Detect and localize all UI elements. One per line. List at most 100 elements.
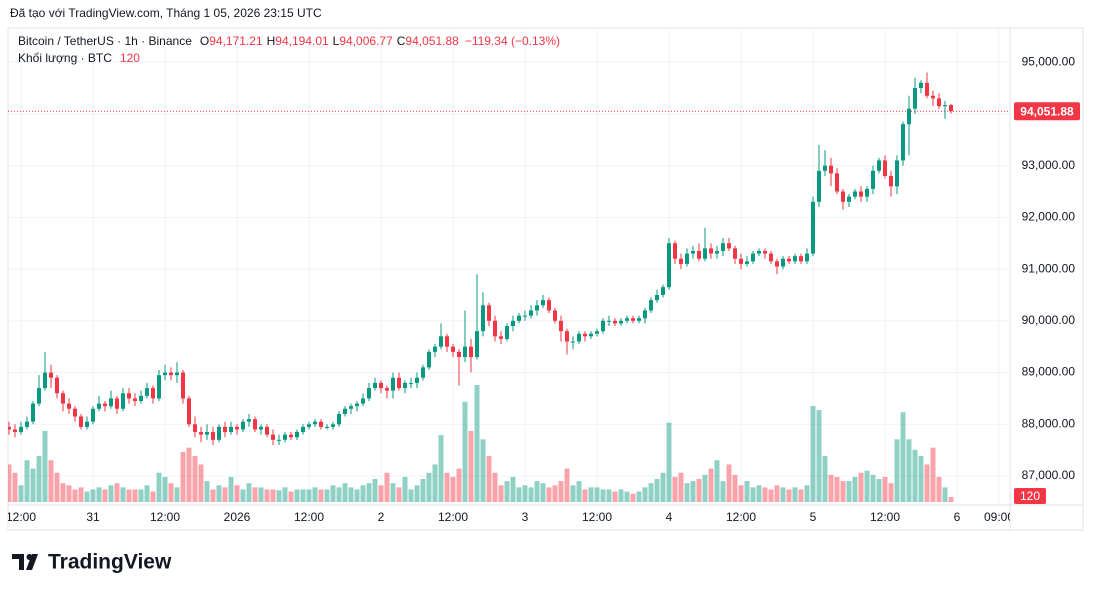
logo-icon-dot — [26, 554, 33, 560]
candle-body — [307, 424, 311, 427]
candle-body — [691, 250, 695, 254]
candle-body — [181, 372, 185, 399]
candle-body — [931, 95, 935, 99]
candle-body — [511, 320, 515, 326]
candle-body — [385, 388, 389, 391]
volume-bar — [90, 489, 96, 502]
volume-bar — [648, 483, 654, 502]
volume-bar — [150, 491, 156, 502]
volume-bar — [234, 485, 240, 502]
candle-body — [679, 258, 683, 264]
candle-body — [817, 170, 821, 202]
volume-bar — [264, 489, 270, 502]
volume-bar — [570, 485, 576, 502]
candle-body — [271, 434, 275, 440]
candle-body — [331, 424, 335, 427]
volume-bar — [558, 481, 564, 502]
volume-bar — [612, 491, 618, 502]
last-volume-box — [1014, 488, 1046, 504]
candle-body — [649, 300, 653, 311]
candle-body — [781, 258, 785, 267]
volume-bar — [900, 412, 906, 502]
candle-body — [601, 320, 605, 332]
volume-bar — [144, 485, 150, 502]
volume-bar — [288, 491, 294, 502]
volume-title: Khối lượng · BTC — [18, 51, 112, 65]
candle-body — [319, 421, 323, 427]
volume-bar — [78, 487, 84, 502]
volume-bar — [642, 487, 648, 502]
volume-bar — [918, 456, 924, 502]
ohlc-value: 94,006.77 — [339, 34, 393, 48]
volume-bar — [690, 481, 696, 502]
volume-bar — [762, 487, 768, 502]
candle-body — [121, 393, 125, 409]
candle-body — [457, 351, 461, 358]
candle-body — [61, 393, 65, 404]
volume-bar — [822, 456, 828, 502]
candle-body — [373, 382, 377, 389]
candle-body — [265, 426, 269, 435]
candle-body — [85, 421, 89, 427]
candle-body — [361, 398, 365, 404]
candle-body — [739, 258, 743, 264]
volume-bar — [132, 489, 138, 502]
volume-bar — [498, 485, 504, 502]
last-price-label: 94,051.88 — [1020, 104, 1074, 118]
volume-bar — [426, 472, 432, 502]
candle-body — [505, 325, 509, 339]
candles — [8, 72, 953, 445]
candle-body — [325, 426, 329, 428]
volume-bar — [408, 489, 414, 502]
candle-body — [109, 398, 113, 407]
volume-bar — [660, 472, 666, 502]
candle-body — [295, 432, 299, 438]
volume-bar — [768, 489, 774, 502]
candle-body — [685, 253, 689, 264]
volume-bar — [84, 491, 90, 502]
x-tick-label: 3 — [522, 510, 529, 524]
volume-bar — [480, 439, 486, 502]
volume-bar — [414, 485, 420, 502]
x-tick-label: 12:00 — [150, 510, 180, 524]
candle-body — [193, 424, 197, 433]
volume-bar — [48, 460, 54, 502]
candle-body — [397, 377, 401, 389]
volume-bar — [342, 483, 348, 502]
candle-body — [895, 160, 899, 187]
candle-body — [151, 388, 155, 399]
volume-bar — [510, 476, 516, 502]
volume-bar — [348, 487, 354, 502]
volume-bar — [18, 485, 24, 502]
volume-bar — [780, 487, 786, 502]
candle-body — [55, 377, 59, 394]
candle-body — [157, 375, 161, 399]
volume-bar — [72, 489, 78, 502]
volume-bar — [8, 464, 12, 502]
volume-bar — [720, 481, 726, 502]
x-tick-label: 4 — [666, 510, 673, 524]
volume-bar — [420, 479, 426, 502]
volume-bar — [456, 468, 462, 502]
logo: TradingView — [12, 551, 172, 574]
candle-body — [313, 421, 317, 425]
volume-bar — [732, 474, 738, 502]
y-tick-label: 92,000.00 — [1022, 210, 1076, 224]
candle-body — [883, 160, 887, 176]
volume-bar — [126, 489, 132, 502]
volume-bar — [462, 401, 468, 502]
volume-bar — [906, 439, 912, 502]
volume-bar — [852, 476, 858, 502]
candle-body — [451, 346, 455, 352]
candle-body — [247, 419, 251, 422]
candle-body — [433, 346, 437, 352]
volume-bar — [540, 483, 546, 502]
volume-bar — [606, 489, 612, 502]
volume-bar — [252, 487, 258, 502]
x-tick-label: 6 — [954, 510, 961, 524]
candle-body — [517, 315, 521, 321]
candle-body — [925, 82, 929, 96]
volume-bar — [180, 451, 186, 502]
candle-body — [463, 346, 467, 358]
candle-body — [589, 333, 593, 337]
